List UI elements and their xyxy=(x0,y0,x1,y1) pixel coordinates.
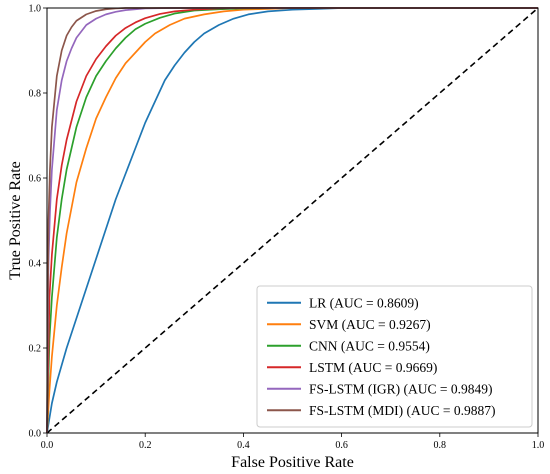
y-tick-label: 0.2 xyxy=(29,344,42,355)
legend-label-3: CNN (AUC = 0.9554) xyxy=(309,338,430,353)
y-tick-label: 0.0 xyxy=(29,429,42,440)
legend-label-4: LSTM (AUC = 0.9669) xyxy=(309,360,437,375)
y-tick-label: 1.0 xyxy=(29,4,42,15)
ticks-group: 0.0 0.2 0.4 0.6 0.8 1.0 0.0 0.2 0.4 0.6 0.8 1.0 xyxy=(29,4,545,452)
x-tick-label: 1.0 xyxy=(532,440,545,451)
series-line-4 xyxy=(46,7,538,434)
legend-label-1: LR (AUC = 0.8609) xyxy=(309,295,419,310)
legend: LR (AUC = 0.8609) SVM (AUC = 0.9267) CNN (… xyxy=(256,285,533,428)
plot-area xyxy=(46,7,539,434)
y-tick-label: 0.4 xyxy=(29,259,42,270)
x-tick-label: 0.4 xyxy=(237,440,250,451)
x-tick-label: 0.0 xyxy=(41,440,54,451)
x-axis-label: False Positive Rate xyxy=(231,454,354,471)
legend-box xyxy=(256,285,533,428)
plot-frame xyxy=(46,7,539,434)
series-line-1 xyxy=(46,7,538,434)
legend-label-2: SVM (AUC = 0.9267) xyxy=(309,317,431,332)
chance-diagonal-line xyxy=(46,7,539,434)
x-tick-label: 0.8 xyxy=(434,440,447,451)
x-tick-label: 0.2 xyxy=(139,440,152,451)
series-line-2 xyxy=(46,7,538,434)
y-axis-label: True Positive Rate xyxy=(7,161,24,280)
x-tick-label: 0.6 xyxy=(335,440,348,451)
legend-label-6: FS-LSTM (MDI) (AUC = 0.9887) xyxy=(309,403,496,418)
y-tick-label: 0.8 xyxy=(29,89,42,100)
y-tick-label: 0.6 xyxy=(29,174,42,185)
legend-label-5: FS-LSTM (IGR) (AUC = 0.9849) xyxy=(309,381,493,396)
